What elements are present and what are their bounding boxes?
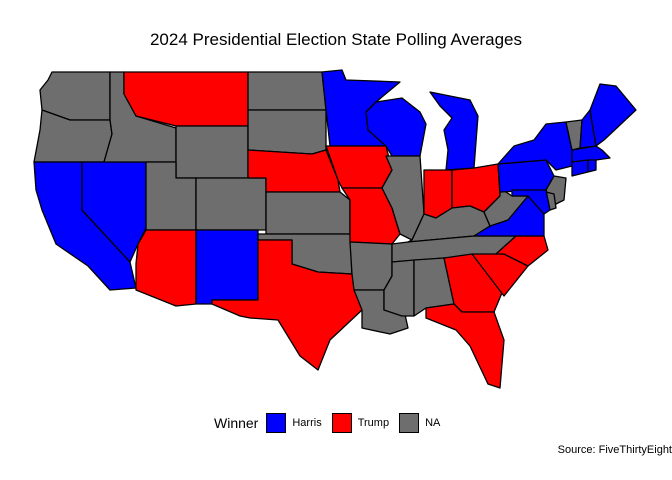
state-south-dakota [247, 109, 327, 155]
legend-item-na: NA [399, 413, 440, 433]
state-new-mexico [195, 229, 259, 305]
state-north-dakota [247, 71, 327, 111]
state-maryland [511, 189, 551, 215]
map-title: 2024 Presidential Election State Polling… [149, 30, 523, 49]
source-caption: Source: FiveThirtyEight [557, 444, 672, 456]
state-wyoming [175, 125, 249, 179]
legend-label-trump: Trump [357, 417, 390, 429]
legend-swatch-trump [331, 413, 352, 433]
state-montana [123, 71, 249, 127]
state-maine [589, 83, 637, 147]
state-arizona [135, 229, 197, 307]
legend-item-trump: Trump [331, 413, 390, 433]
state-pennsylvania [497, 159, 555, 193]
state-kansas [265, 191, 351, 235]
state-michigan [429, 91, 479, 171]
state-arkansas [349, 241, 393, 291]
state-connecticut [571, 159, 589, 177]
state-colorado [195, 177, 267, 231]
state-florida [425, 303, 505, 389]
state-texas [211, 239, 363, 371]
legend-label-harris: Harris [292, 417, 322, 429]
legend-item-harris: Harris [266, 413, 322, 433]
state-rhode-island [587, 159, 597, 173]
legend-swatch-na [399, 413, 420, 433]
map-legend: Winner Harris Trump NA [214, 413, 450, 433]
state-illinois [381, 155, 425, 241]
legend-label-na: NA [425, 417, 441, 429]
legend-title: Winner [214, 415, 259, 431]
legend-swatch-harris [266, 413, 287, 433]
